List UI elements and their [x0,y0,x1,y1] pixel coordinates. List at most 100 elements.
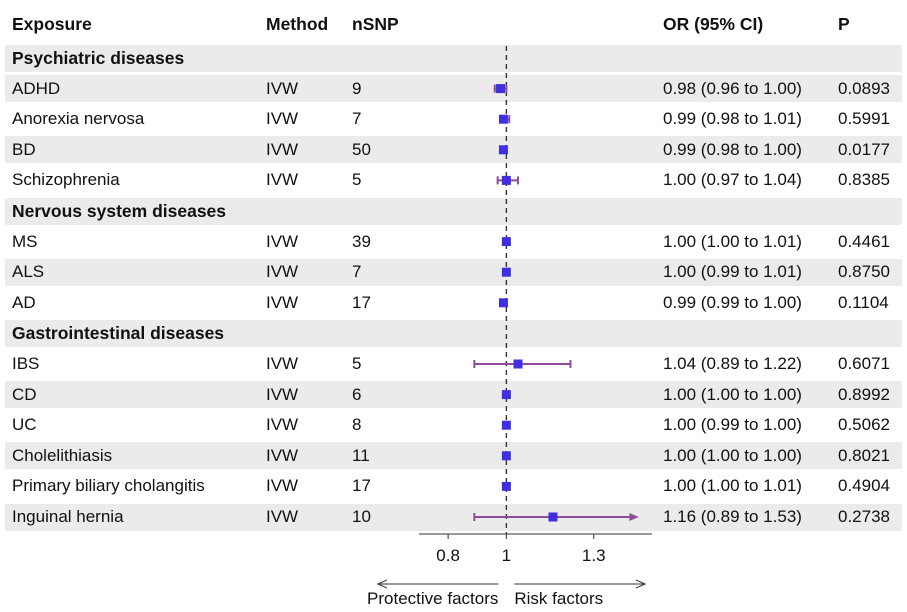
p-value-cell: 0.0177 [838,139,890,159]
risk-label: Risk factors [514,589,603,608]
or-point [501,267,511,277]
p-value-cell: 0.4461 [838,231,890,251]
header-or-ci: OR (95% CI) [663,14,764,34]
exposure-cell: UC [12,415,37,435]
nsnp-cell: 7 [352,109,362,129]
group-band [5,197,902,225]
exposure-cell: Schizophrenia [12,170,120,190]
exposure-cell: CD [12,384,37,404]
p-value-cell: 0.8021 [838,445,890,465]
method-cell: IVW [266,476,299,496]
method-cell: IVW [266,384,299,404]
group-title: Nervous system diseases [12,201,227,221]
or-ci-cell: 1.00 (1.00 to 1.01) [663,231,802,251]
nsnp-cell: 5 [352,354,362,373]
or-point [501,390,511,400]
or-point [498,114,508,124]
x-tick-label: 1.3 [582,546,606,565]
or-point [501,451,511,461]
group-title: Gastrointestinal diseases [12,323,225,344]
or-ci-cell: 0.98 (0.96 to 1.00) [663,78,802,98]
nsnp-cell: 17 [352,476,371,496]
nsnp-cell: 17 [352,292,371,312]
method-cell: IVW [266,231,299,251]
or-ci-cell: 0.99 (0.98 to 1.00) [663,139,802,159]
exposure-cell: IBS [12,354,40,373]
exposure-cell: Anorexia nervosa [12,109,145,129]
p-value-cell: 0.8385 [838,170,890,190]
p-value-cell: 0.8992 [838,384,890,404]
or-point [498,145,508,155]
exposure-cell: BD [12,139,36,159]
exposure-cell: AD [12,292,36,312]
or-ci-cell: 1.00 (0.99 to 1.00) [663,415,802,435]
or-ci-cell: 0.99 (0.98 to 1.01) [663,109,802,129]
group-band [5,319,902,347]
nsnp-cell: 50 [352,139,371,159]
method-cell: IVW [266,445,299,465]
or-point [496,84,506,94]
header-nsnp: nSNP [352,14,399,34]
or-ci-cell: 1.00 (0.97 to 1.04) [663,170,802,190]
x-tick-label: 0.8 [436,546,460,565]
row-band [5,258,902,286]
method-cell: IVW [266,354,299,373]
exposure-cell: Cholelithiasis [12,445,113,465]
header-exposure: Exposure [12,14,92,34]
exposure-cell: Inguinal hernia [12,507,124,526]
exposure-cell: Primary biliary cholangitis [12,476,205,496]
nsnp-cell: 10 [352,507,371,526]
p-value-cell: 0.1104 [838,292,889,312]
nsnp-cell: 7 [352,262,362,282]
or-ci-cell: 1.00 (1.00 to 1.00) [663,445,802,465]
p-value-cell: 0.5062 [838,415,890,435]
row-band [5,136,902,164]
protective-label: Protective factors [367,589,498,608]
or-ci-cell: 1.16 (0.89 to 1.53) [663,507,802,526]
row-band [5,442,902,470]
or-point [501,481,511,491]
p-value-cell: 0.6071 [838,354,890,373]
row-band [5,503,902,531]
row-band [5,75,902,103]
or-point [501,175,511,185]
or-point [498,298,508,308]
exposure-cell: ALS [12,262,45,282]
method-cell: IVW [266,262,299,282]
p-value-cell: 0.5991 [838,109,890,129]
method-cell: IVW [266,139,299,159]
nsnp-cell: 5 [352,170,362,190]
method-cell: IVW [266,415,299,435]
or-ci-cell: 1.04 (0.89 to 1.22) [663,354,802,373]
or-ci-cell: 1.00 (1.00 to 1.00) [663,384,802,404]
or-ci-cell: 1.00 (1.00 to 1.01) [663,476,802,496]
header-method: Method [266,14,329,34]
nsnp-cell: 6 [352,384,362,404]
nsnp-cell: 8 [352,415,362,435]
p-value-cell: 0.4904 [838,476,890,496]
group-band [5,44,902,72]
row-band [5,381,902,409]
or-point [501,237,511,247]
nsnp-cell: 9 [352,78,362,98]
method-cell: IVW [266,507,299,526]
method-cell: IVW [266,292,299,312]
p-value-cell: 0.8750 [838,262,890,282]
p-value-cell: 0.0893 [838,78,890,98]
header-p: P [838,14,850,34]
group-title: Psychiatric diseases [12,48,185,68]
method-cell: IVW [266,109,299,129]
nsnp-cell: 39 [352,231,371,251]
or-ci-cell: 0.99 (0.99 to 1.00) [663,292,802,312]
x-tick-label: 1 [502,546,511,565]
exposure-cell: MS [12,231,38,251]
or-ci-cell: 1.00 (0.99 to 1.01) [663,262,802,282]
nsnp-cell: 11 [352,445,370,465]
or-point [501,420,511,430]
or-point [548,512,558,522]
or-point [513,359,523,369]
p-value-cell: 0.2738 [838,507,890,526]
method-cell: IVW [266,78,299,98]
